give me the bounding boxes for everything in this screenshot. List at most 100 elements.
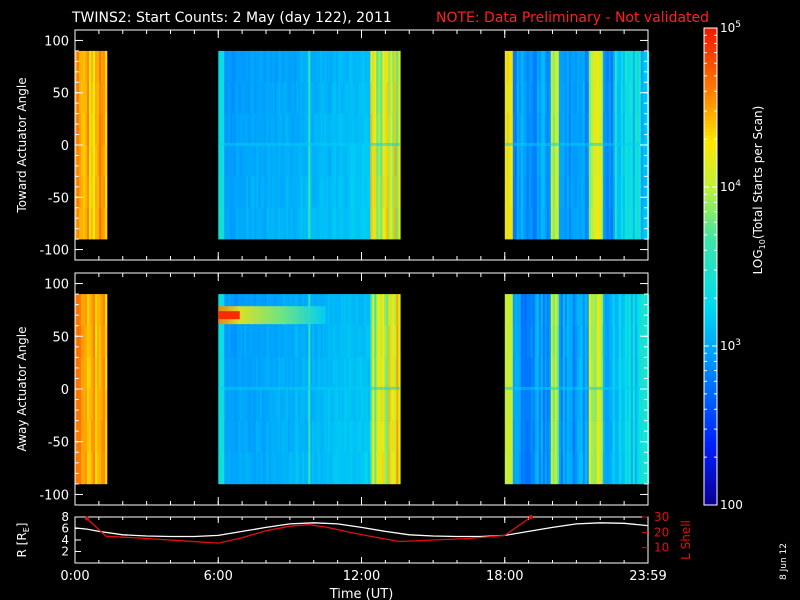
colorbar-cell [704, 278, 717, 283]
colorbar-cell [704, 326, 717, 331]
colorbar-cell [704, 334, 717, 339]
heatmap-cell [632, 207, 636, 240]
colorbar-cell [704, 83, 717, 89]
heatmap-cell [530, 420, 534, 453]
heatmap-cell [224, 176, 227, 209]
heatmap-cell [390, 176, 393, 209]
heatmap-cell [570, 176, 574, 209]
colorbar-cell [704, 155, 717, 160]
heatmap-cell [364, 420, 367, 453]
heatmap-cell [87, 176, 90, 209]
heatmap-cell [310, 145, 313, 177]
colorbar-cell [704, 230, 717, 236]
heatmap-cell [384, 389, 387, 421]
colorbar-cell [704, 47, 717, 53]
heatmap-cell [356, 452, 359, 485]
heatmap-cell [300, 420, 303, 453]
heatmap-cell [596, 176, 600, 209]
heatmap-cell [382, 82, 385, 114]
x-tick-label: 6:00 [204, 569, 233, 584]
heatmap-cell [376, 145, 379, 177]
heatmap-cell [336, 420, 339, 453]
heatmap-cell [105, 113, 108, 146]
heatmap-cell [626, 82, 630, 114]
heatmap-cell [230, 389, 233, 421]
heatmap-cell [396, 50, 399, 83]
heatmap-cell [228, 145, 231, 177]
heatmap-cell [514, 420, 518, 453]
heatmap-cell [564, 145, 568, 177]
heatmap-cell [101, 357, 104, 390]
heatmap-cell [242, 420, 245, 453]
heatmap-cell [550, 294, 554, 326]
heatmap-cell [536, 389, 540, 421]
heatmap-cell [93, 389, 96, 421]
heatmap-cell [270, 357, 273, 390]
heatmap-cell [304, 389, 307, 421]
heatmap-cell [514, 176, 518, 209]
heatmap-cell [224, 145, 227, 177]
heatmap-cell [364, 113, 367, 146]
heatmap-cell [286, 82, 289, 114]
heatmap-cell [356, 389, 359, 421]
heatmap-cell [304, 82, 307, 114]
heatmap-cell [105, 389, 108, 421]
heatmap-cell [508, 176, 512, 209]
heatmap-cell [306, 176, 309, 209]
heatmap-cell [250, 113, 253, 146]
heatmap-cell [566, 294, 570, 326]
heatmap-cell [314, 176, 317, 209]
heatmap-cell [628, 420, 632, 453]
heatmap-cell [296, 176, 299, 209]
heatmap-cell [582, 50, 586, 83]
heatmap-cell [314, 113, 317, 146]
heatmap-cell [572, 113, 576, 146]
heatmap-cell [624, 357, 628, 390]
colorbar-cell [704, 302, 717, 307]
heatmap-cell [344, 452, 347, 485]
heatmap-cell [97, 357, 100, 390]
heatmap-cell [578, 389, 582, 421]
x-tick-label: 0:00 [60, 569, 89, 584]
heatmap-cell [292, 207, 295, 240]
heatmap-cell [554, 325, 558, 358]
heatmap-cell [224, 325, 227, 358]
colorbar-cell [704, 191, 717, 196]
heatmap-cell [280, 82, 283, 114]
heatmap-cell [388, 389, 391, 421]
heatmap-cell [240, 50, 243, 83]
heatmap-cell [574, 294, 578, 326]
heatmap-cell [580, 452, 584, 485]
heatmap-cell [592, 325, 596, 358]
heatmap-cell [568, 389, 572, 421]
heatmap-cell [302, 145, 305, 177]
heatmap-cell [578, 145, 582, 177]
heatmap-cell [626, 145, 630, 177]
heatmap-cell [578, 420, 582, 453]
heatmap-cell [518, 325, 522, 358]
heatmap-cell [548, 357, 552, 390]
heatmap-cell [504, 420, 508, 453]
heatmap-cell [292, 82, 295, 114]
heatmap-cell [620, 82, 624, 114]
heatmap-cell [322, 176, 325, 209]
heatmap-cell [374, 357, 377, 390]
heatmap-cell [384, 50, 387, 83]
heatmap-cell [384, 113, 387, 146]
heatmap-cell [278, 325, 281, 358]
heatmap-cell [506, 325, 510, 358]
heatmap-cell [266, 452, 269, 485]
heatmap-cell [83, 50, 86, 83]
heatmap-cell [274, 389, 277, 421]
heatmap-cell [222, 420, 225, 453]
heatmap-cell [522, 145, 526, 177]
heatmap-cell [576, 176, 580, 209]
heatmap-cell [226, 50, 229, 83]
heatmap-cell [614, 176, 618, 209]
heatmap-cell [598, 82, 602, 114]
heatmap-cell [386, 113, 389, 146]
heatmap-cell [348, 145, 351, 177]
heatmap-cell [276, 207, 279, 240]
heatmap-cell [558, 452, 562, 485]
lshell-point [84, 516, 89, 521]
